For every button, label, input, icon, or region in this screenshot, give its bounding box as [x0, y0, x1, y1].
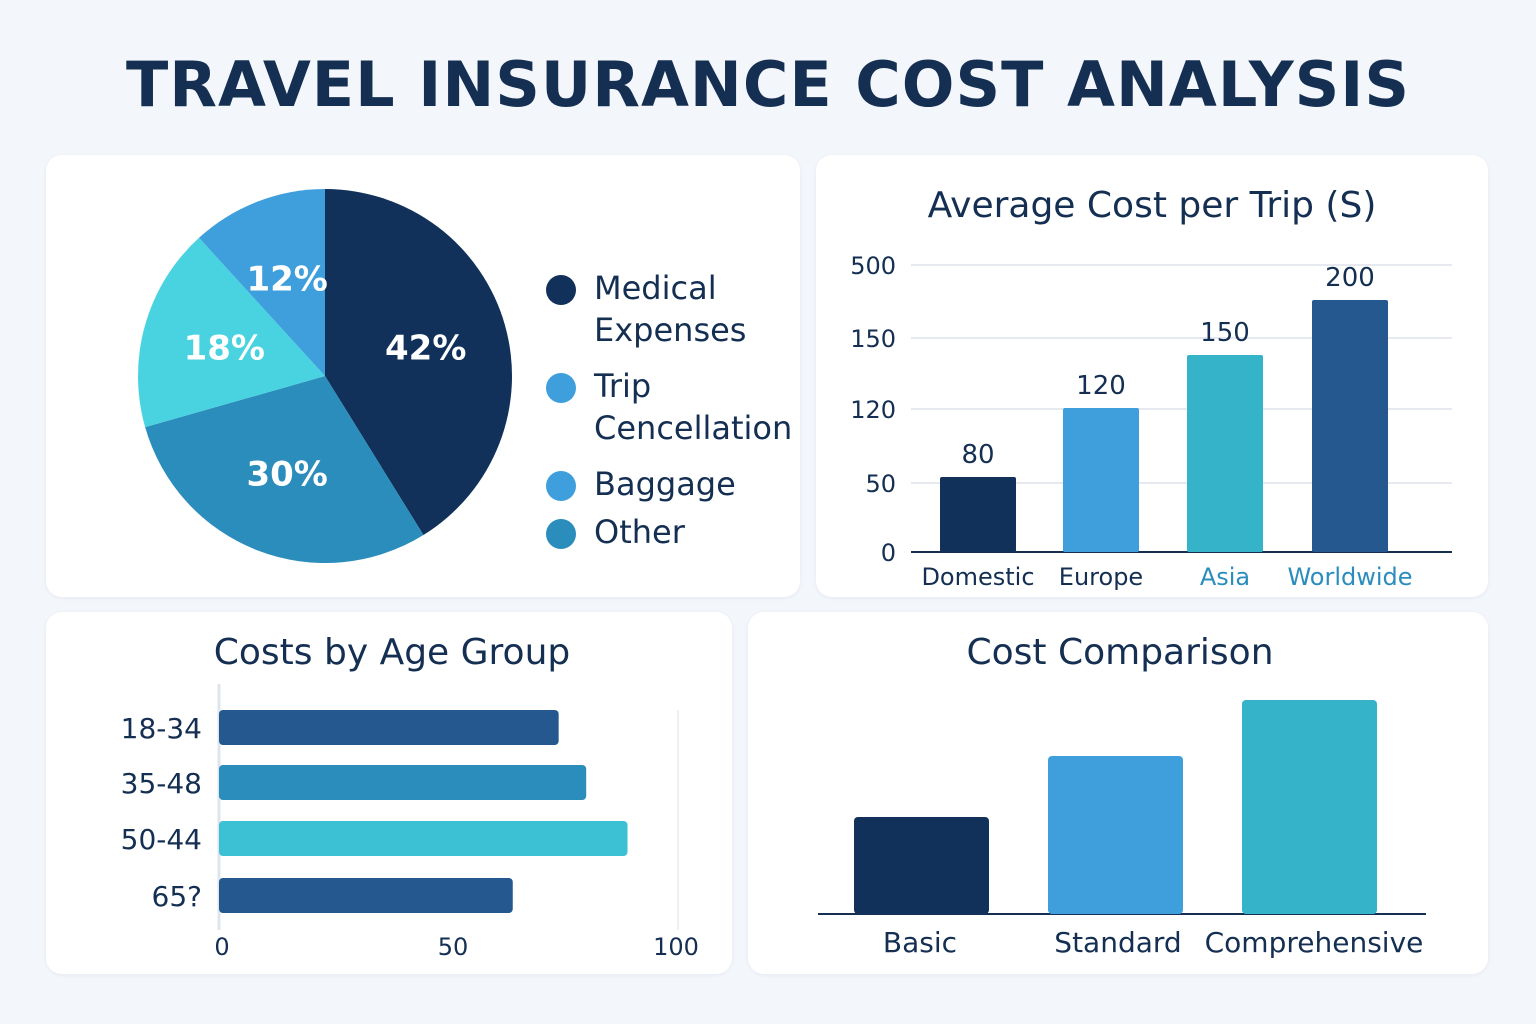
bar — [940, 477, 1016, 552]
x-tick-label: 0 — [214, 933, 229, 961]
pie-slice — [325, 189, 512, 535]
x-tick-label: Basic — [883, 926, 957, 959]
bar-data-label: 80 — [961, 440, 994, 470]
x-tick-label: Worldwide — [1287, 563, 1412, 591]
legend-swatch — [546, 471, 576, 501]
y-tick-label: 18-34 — [121, 712, 202, 745]
age-group-card: Costs by Age Group 18-34 35-48 50-44 65? 0 50 1… — [46, 612, 732, 974]
x-tick-label: 100 — [653, 933, 699, 961]
x-tick-label: 50 — [438, 933, 469, 961]
bar-data-label: 120 — [1076, 371, 1126, 401]
pie-chart: 42% 30% 18% 12% — [138, 189, 512, 563]
y-tick-label: 65? — [152, 880, 203, 913]
cost-comparison-chart: Cost Comparison Basic Standard Comprehensiv… — [818, 632, 1426, 959]
chart-title: Cost Comparison — [966, 632, 1273, 673]
y-tick-label: 500 — [850, 252, 896, 280]
legend-label: Trip Cencellation — [594, 367, 793, 447]
bar — [1242, 700, 1377, 914]
pie-slice-label: 30% — [246, 455, 327, 495]
y-tick-label: 35-48 — [121, 767, 202, 800]
x-tick-label: Europe — [1059, 563, 1143, 591]
bar-data-label: 200 — [1325, 263, 1375, 293]
bar — [1312, 300, 1388, 552]
x-tick-label: Comprehensive — [1205, 926, 1424, 959]
y-tick-label: 120 — [850, 396, 896, 424]
legend-label: Medical Expenses — [594, 269, 747, 349]
x-tick-label: Domestic — [921, 563, 1034, 591]
chart-title: Costs by Age Group — [214, 632, 571, 673]
legend-swatch — [546, 275, 576, 305]
pie-slice-label: 12% — [246, 259, 327, 299]
bar — [219, 878, 513, 913]
pie-slice — [145, 376, 424, 563]
legend-label: Other — [594, 513, 685, 551]
legend-swatch — [546, 373, 576, 403]
bar — [219, 821, 628, 856]
pie-chart-card: 42% 30% 18% 12% Medical Expenses Trip Cence… — [46, 155, 800, 597]
bar — [219, 710, 559, 745]
legend-item-trip: Trip Cencellation — [546, 365, 806, 449]
bar-data-label: 150 — [1200, 318, 1250, 348]
legend-item-other: Other — [546, 511, 806, 553]
y-tick-label: 50-44 — [121, 823, 202, 856]
pie-legend: Medical Expenses Trip Cencellation Bagga… — [546, 267, 806, 567]
page-title: TRAVEL INSURANCE COST ANALYSIS — [126, 48, 1410, 121]
cost-comparison-card: Cost Comparison Basic Standard Comprehensiv… — [748, 612, 1488, 974]
pie-slice — [138, 237, 325, 428]
x-tick-label: Standard — [1054, 926, 1181, 959]
y-tick-label: 150 — [850, 325, 896, 353]
bar — [854, 817, 989, 914]
bar — [1187, 355, 1263, 552]
trip-cost-chart: Average Cost per Trip (S) 0 50 120 150 500 80 D… — [850, 185, 1452, 591]
pie-slice-label: 42% — [385, 328, 466, 368]
bar — [219, 765, 587, 800]
y-tick-label: 50 — [865, 470, 896, 498]
pie-slice — [199, 189, 325, 376]
x-tick-label: Asia — [1200, 563, 1250, 591]
y-tick-label: 0 — [881, 539, 896, 567]
legend-swatch — [546, 519, 576, 549]
legend-item-medical: Medical Expenses — [546, 267, 806, 351]
age-group-chart: Costs by Age Group 18-34 35-48 50-44 65? 0 50 1… — [121, 632, 699, 961]
legend-item-baggage: Baggage — [546, 463, 806, 505]
legend-label: Baggage — [594, 465, 736, 503]
chart-title: Average Cost per Trip (S) — [928, 185, 1377, 226]
bar — [1048, 756, 1183, 914]
trip-cost-card: Average Cost per Trip (S) 0 50 120 150 500 80 D… — [816, 155, 1488, 597]
pie-slice-label: 18% — [184, 328, 265, 368]
bar — [1063, 408, 1139, 552]
